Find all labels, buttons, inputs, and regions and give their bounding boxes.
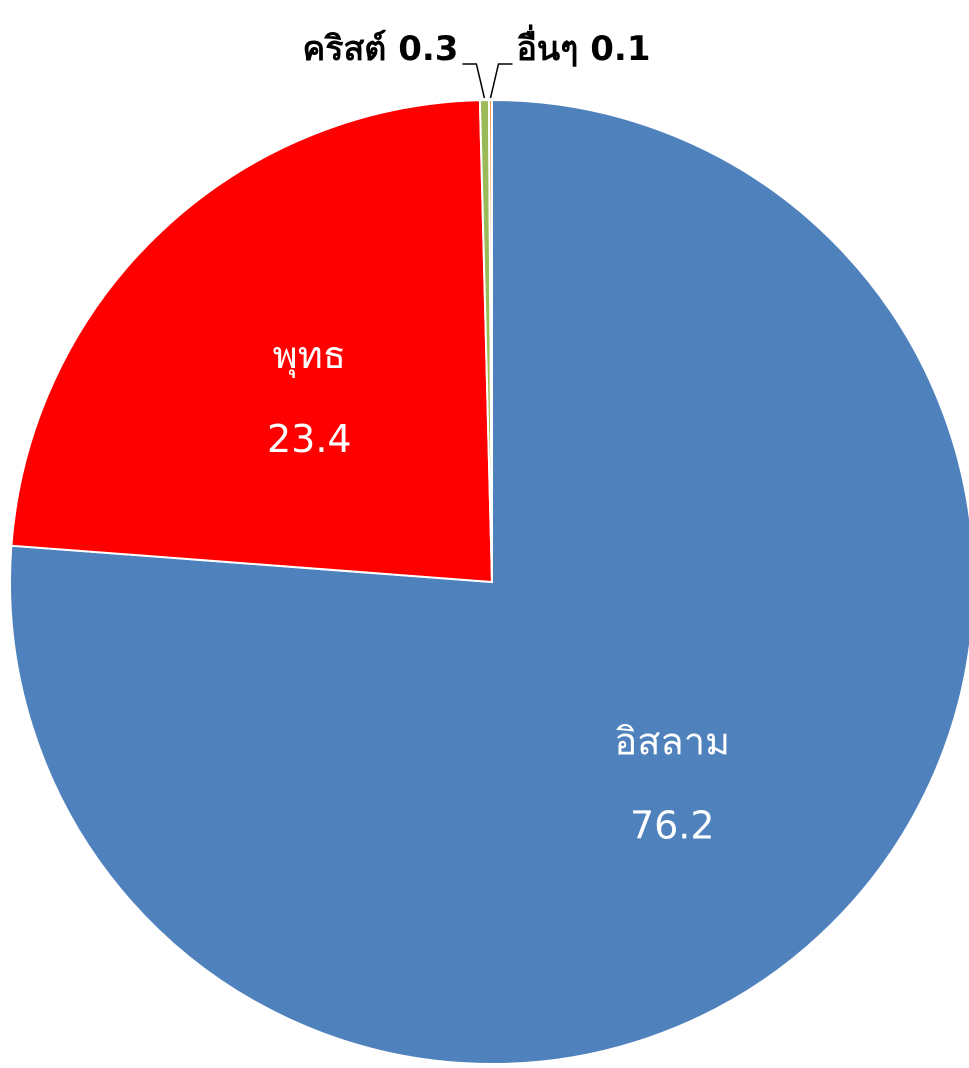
slice-value-0: 76.2 <box>630 803 715 847</box>
slice-label-text-3: อื่นๆ <box>516 24 590 69</box>
slice-label-0: อิสลาม <box>614 719 730 763</box>
pie-slices <box>9 98 969 1065</box>
pie-slice-3 <box>487 98 493 583</box>
leader-lines <box>462 63 513 99</box>
slice-value-1: 23.4 <box>267 417 352 461</box>
pie-slice-1 <box>10 99 494 584</box>
slice-labels: อิสลาม 76.2 พุทธ 23.4 คริสต์ 0.3 อื่นๆ 0.1 <box>267 24 730 847</box>
slice-label-3: อื่นๆ 0.1 <box>516 24 650 69</box>
slice-label-text-2: คริสต์ <box>303 29 399 69</box>
slice-label-1: พุทธ <box>273 333 346 378</box>
leader-line-3 <box>489 63 513 99</box>
slice-value-2: 0.3 <box>398 29 458 69</box>
slice-label-2: คริสต์ 0.3 <box>303 29 459 69</box>
leader-line-2 <box>462 63 486 99</box>
slice-value-3: 0.1 <box>590 29 650 69</box>
